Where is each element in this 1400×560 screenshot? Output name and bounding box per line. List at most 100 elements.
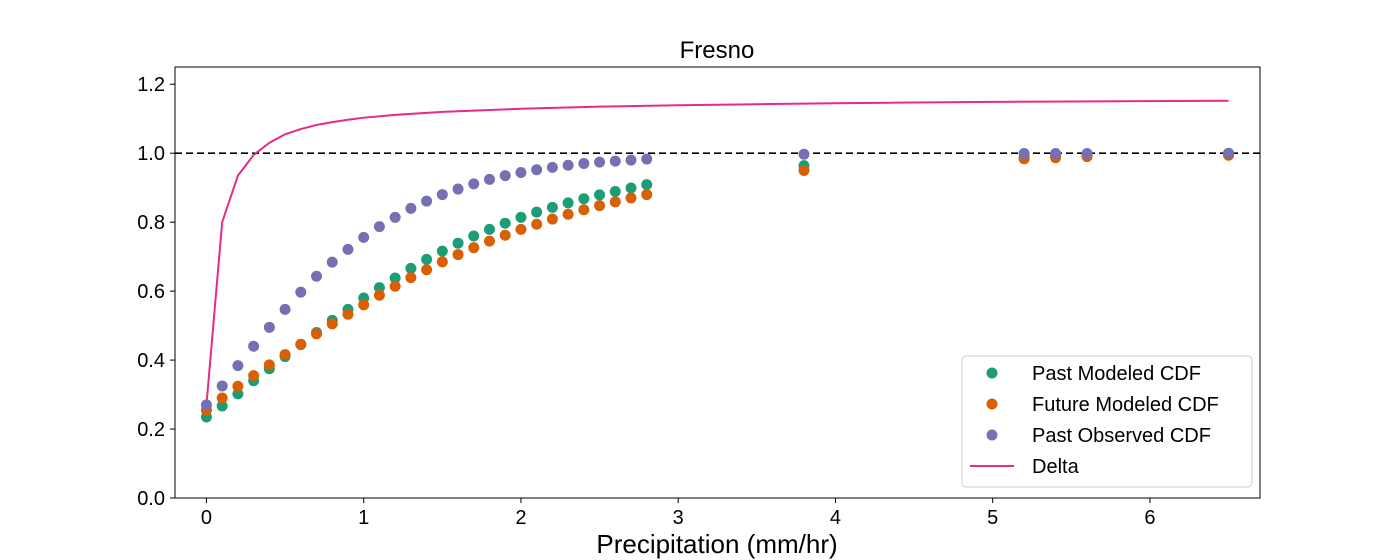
data-point-past-observed-cdf	[798, 148, 810, 160]
data-point-past-observed-cdf	[1081, 148, 1093, 160]
data-point-past-observed-cdf	[200, 399, 212, 411]
data-point-past-observed-cdf	[311, 270, 323, 282]
y-tick-label: 1.0	[137, 143, 165, 165]
data-point-past-observed-cdf	[342, 243, 354, 255]
x-tick-label: 0	[201, 507, 212, 529]
y-tick-label: 0.4	[137, 350, 165, 372]
data-point-past-observed-cdf	[421, 195, 433, 207]
data-point-future-modeled-cdf	[483, 235, 495, 247]
data-point-past-observed-cdf	[389, 211, 401, 223]
legend-box	[961, 355, 1253, 488]
legend-marker-future-modeled-cdf	[986, 398, 998, 410]
y-tick-label: 1.2	[137, 74, 165, 96]
data-point-future-modeled-cdf	[389, 280, 401, 292]
chart-title: Fresno	[680, 37, 755, 64]
data-point-past-observed-cdf	[515, 167, 527, 179]
legend-marker-past-observed-cdf	[986, 429, 998, 441]
data-point-past-modeled-cdf	[483, 223, 495, 235]
data-point-past-observed-cdf	[609, 155, 621, 167]
data-point-future-modeled-cdf	[326, 318, 338, 330]
data-point-past-observed-cdf	[641, 153, 653, 165]
data-point-past-observed-cdf	[216, 380, 228, 392]
x-axis-label: Precipitation (mm/hr)	[596, 529, 837, 559]
data-point-past-modeled-cdf	[389, 272, 401, 284]
data-point-past-modeled-cdf	[232, 388, 244, 400]
legend: Past Modeled CDF Future Modeled CDF Past O…	[961, 355, 1253, 488]
data-point-past-modeled-cdf	[216, 400, 228, 412]
data-point-past-modeled-cdf	[452, 237, 464, 249]
data-point-future-modeled-cdf	[421, 264, 433, 276]
data-point-past-observed-cdf	[578, 158, 590, 170]
data-point-past-modeled-cdf	[546, 201, 558, 213]
data-point-past-observed-cdf	[452, 183, 464, 195]
data-point-past-modeled-cdf	[625, 182, 637, 194]
data-point-past-modeled-cdf	[468, 230, 480, 242]
data-point-past-observed-cdf	[295, 286, 307, 298]
data-point-past-modeled-cdf	[641, 179, 653, 191]
data-point-past-observed-cdf	[531, 164, 543, 176]
data-point-past-observed-cdf	[594, 156, 606, 168]
data-point-past-modeled-cdf	[436, 245, 448, 257]
data-point-future-modeled-cdf	[452, 249, 464, 261]
y-tick-label: 0.6	[137, 281, 165, 303]
series-line-delta	[205, 99, 1229, 405]
y-tick-label: 0.0	[137, 488, 165, 510]
data-point-past-observed-cdf	[1050, 148, 1062, 160]
data-point-future-modeled-cdf	[499, 229, 511, 241]
data-point-past-observed-cdf	[436, 189, 448, 201]
data-point-past-observed-cdf	[546, 161, 558, 173]
data-point-future-modeled-cdf	[594, 200, 606, 212]
data-point-future-modeled-cdf	[468, 242, 480, 254]
x-tick-label: 3	[673, 507, 684, 529]
data-point-past-observed-cdf	[232, 360, 244, 372]
data-point-past-modeled-cdf	[531, 206, 543, 218]
data-point-past-modeled-cdf	[609, 185, 621, 197]
data-point-past-modeled-cdf	[421, 253, 433, 265]
x-tick-label: 6	[1144, 507, 1155, 529]
legend-marker-past-modeled-cdf	[986, 367, 998, 379]
data-point-past-observed-cdf	[468, 178, 480, 190]
x-tick-label: 1	[358, 507, 369, 529]
data-point-past-observed-cdf	[358, 231, 370, 243]
data-point-past-observed-cdf	[625, 154, 637, 166]
data-point-future-modeled-cdf	[216, 392, 228, 404]
legend-label: Past Modeled CDF	[1032, 363, 1201, 385]
data-point-future-modeled-cdf	[342, 308, 354, 320]
data-point-future-modeled-cdf	[625, 192, 637, 204]
plot-frame	[174, 66, 1261, 499]
legend-label: Delta	[1032, 456, 1080, 478]
data-point-future-modeled-cdf	[531, 218, 543, 230]
y-tick-label: 0.2	[137, 419, 165, 441]
y-tick-label: 0.8	[137, 212, 165, 234]
data-point-future-modeled-cdf	[436, 256, 448, 268]
data-point-past-modeled-cdf	[405, 262, 417, 274]
data-point-past-observed-cdf	[562, 159, 574, 171]
data-point-future-modeled-cdf	[373, 289, 385, 301]
data-point-past-observed-cdf	[373, 221, 385, 233]
data-point-past-modeled-cdf	[373, 282, 385, 294]
data-point-past-modeled-cdf	[578, 193, 590, 205]
data-point-past-observed-cdf	[263, 321, 275, 333]
data-point-past-observed-cdf	[1018, 148, 1030, 160]
data-point-future-modeled-cdf	[279, 349, 291, 361]
data-point-past-modeled-cdf	[515, 211, 527, 223]
data-point-past-observed-cdf	[326, 256, 338, 268]
data-point-future-modeled-cdf	[546, 213, 558, 225]
data-point-future-modeled-cdf	[562, 208, 574, 220]
x-tick-label: 2	[515, 507, 526, 529]
legend-label: Future Modeled CDF	[1032, 394, 1219, 416]
data-point-past-modeled-cdf	[594, 189, 606, 201]
data-point-future-modeled-cdf	[578, 204, 590, 216]
data-point-future-modeled-cdf	[798, 164, 810, 176]
data-point-past-observed-cdf	[483, 173, 495, 185]
data-point-future-modeled-cdf	[311, 328, 323, 340]
data-point-future-modeled-cdf	[405, 272, 417, 284]
data-point-future-modeled-cdf	[263, 359, 275, 371]
x-tick-label: 4	[830, 507, 841, 529]
x-tick-label: 5	[987, 507, 998, 529]
data-point-past-observed-cdf	[248, 340, 260, 352]
data-point-future-modeled-cdf	[358, 299, 370, 311]
data-point-future-modeled-cdf	[232, 380, 244, 392]
data-point-past-modeled-cdf	[499, 217, 511, 229]
